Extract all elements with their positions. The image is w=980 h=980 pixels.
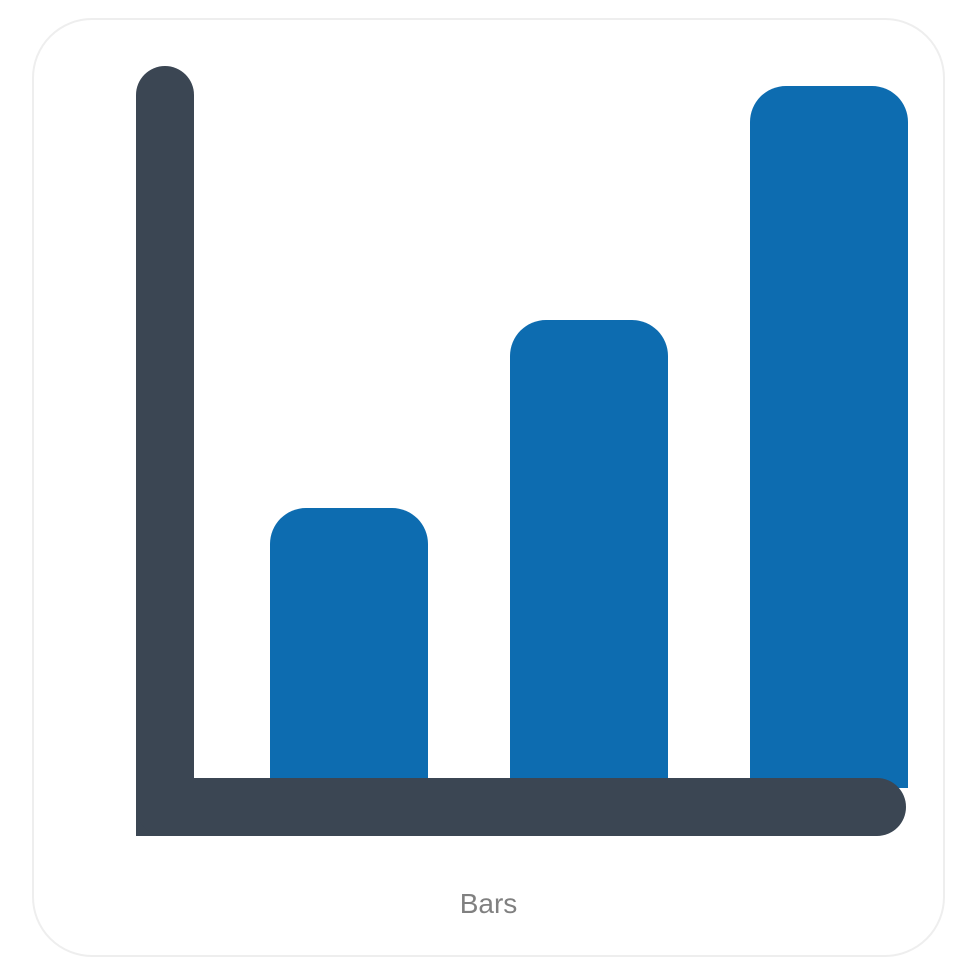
axis-x bbox=[136, 778, 906, 836]
axis-y bbox=[136, 66, 194, 836]
bar-1 bbox=[270, 508, 428, 788]
bar-2 bbox=[510, 320, 668, 788]
bar-chart-icon bbox=[32, 18, 945, 957]
icon-label: Bars bbox=[32, 888, 945, 928]
bar-3 bbox=[750, 86, 908, 788]
